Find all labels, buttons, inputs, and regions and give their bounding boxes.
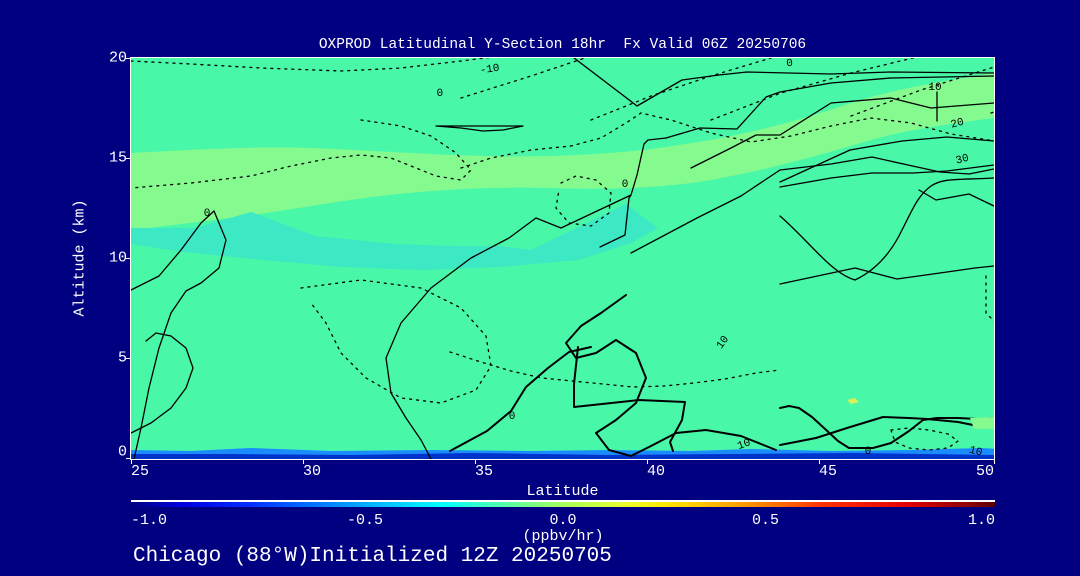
svg-text:30: 30: [955, 153, 971, 168]
svg-text:0: 0: [436, 88, 443, 100]
svg-text:-10: -10: [479, 63, 500, 78]
svg-text:0: 0: [622, 179, 629, 191]
svg-text:0: 0: [204, 208, 211, 220]
svg-text:10: 10: [928, 82, 941, 94]
svg-text:10: 10: [715, 334, 732, 352]
svg-text:0: 0: [786, 58, 794, 70]
svg-text:0: 0: [865, 446, 872, 458]
svg-text:0: 0: [509, 411, 516, 423]
